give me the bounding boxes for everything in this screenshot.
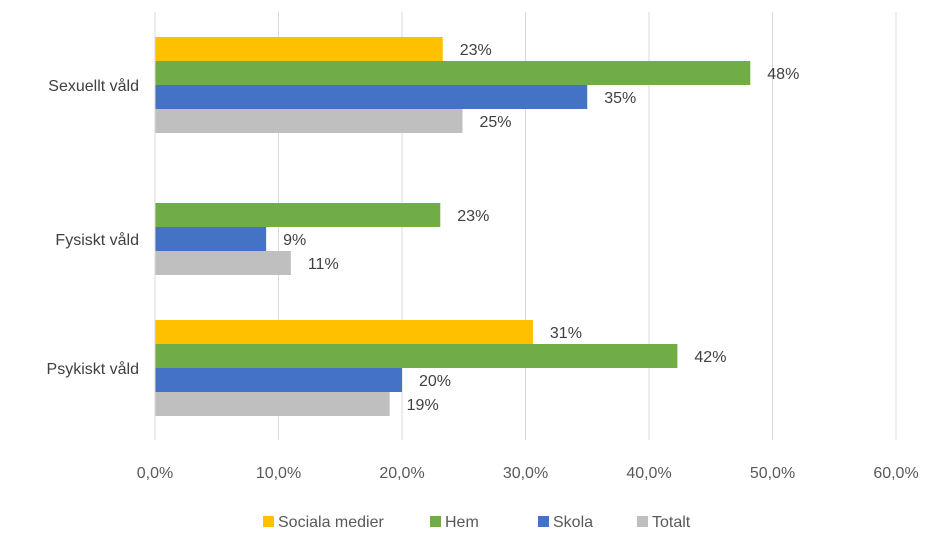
bar (155, 85, 588, 109)
legend-label: Hem (445, 514, 479, 531)
legend-swatch (430, 516, 441, 527)
legend-label: Sociala medier (278, 514, 385, 531)
bar (155, 392, 390, 416)
bar (155, 61, 751, 85)
bar (155, 344, 678, 368)
x-tick-label: 50,0% (750, 465, 795, 482)
x-tick-label: 40,0% (626, 465, 671, 482)
data-label: 31% (550, 325, 582, 342)
data-label: 9% (283, 232, 306, 249)
data-label: 20% (419, 373, 451, 390)
data-label: 23% (457, 208, 489, 225)
category-label: Psykiskt våld (47, 360, 139, 378)
data-label: 48% (767, 66, 799, 83)
data-label: 25% (480, 114, 512, 131)
category-label: Fysiskt våld (55, 231, 139, 249)
x-tick-label: 60,0% (873, 465, 918, 482)
bar (155, 203, 441, 227)
bar (155, 227, 267, 251)
legend-swatch (538, 516, 549, 527)
bar (155, 109, 463, 133)
data-label: 11% (308, 256, 339, 273)
x-tick-label: 0,0% (137, 465, 173, 482)
data-label: 42% (694, 349, 726, 366)
bar (155, 37, 443, 61)
data-label: 23% (460, 42, 492, 59)
legend-label: Skola (553, 514, 593, 531)
x-tick-label: 20,0% (379, 465, 424, 482)
legend-swatch (637, 516, 648, 527)
x-tick-label: 30,0% (503, 465, 548, 482)
data-label: 35% (604, 90, 636, 107)
x-tick-label: 10,0% (256, 465, 301, 482)
category-label: Sexuellt våld (48, 77, 139, 95)
bar (155, 368, 402, 392)
legend-swatch (263, 516, 274, 527)
data-label: 19% (407, 397, 439, 414)
bar (155, 320, 533, 344)
bar (155, 251, 291, 275)
legend-label: Totalt (652, 514, 691, 531)
